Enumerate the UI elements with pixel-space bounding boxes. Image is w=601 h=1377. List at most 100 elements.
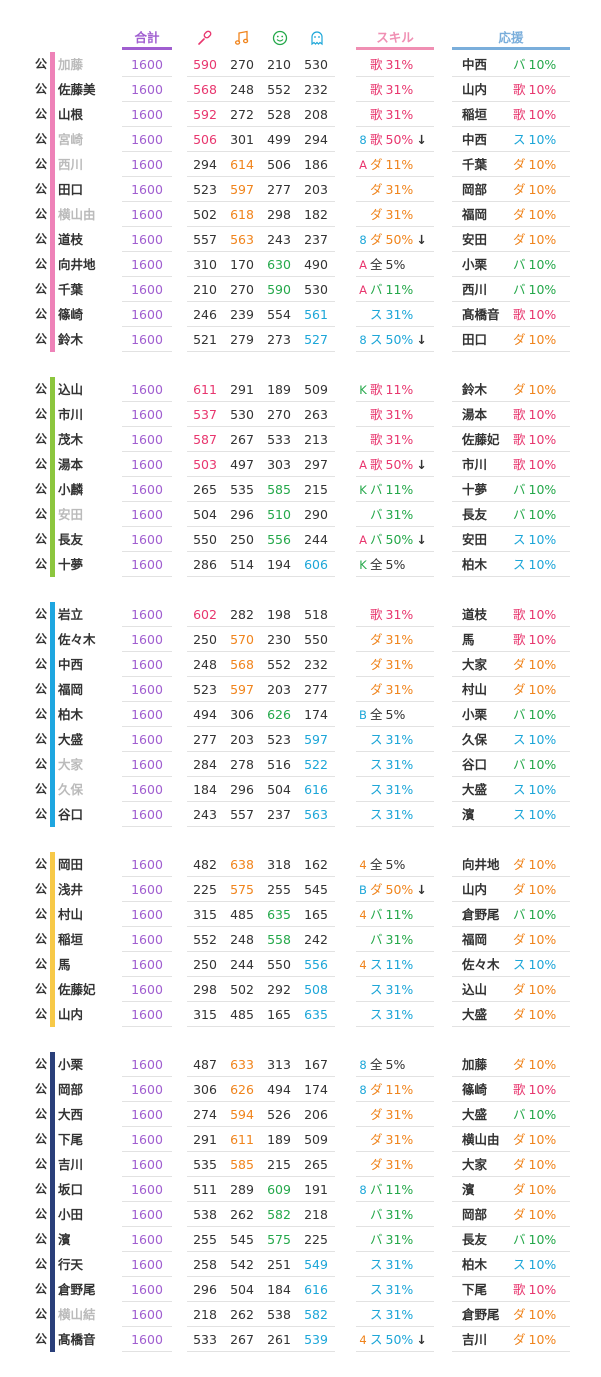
member-name[interactable]: 横山由 — [58, 207, 96, 222]
member-name[interactable]: 宮崎 — [58, 132, 84, 147]
table-row[interactable]: 公篠崎 1600 246 239 554 561 ス 31% 髙橋音歌 10% — [0, 302, 601, 327]
table-row[interactable]: 公宮崎 1600 506 301 499 294 8 歌 50% ↓ 中西 ス 10% — [0, 127, 601, 152]
member-name[interactable]: 市川 — [58, 407, 84, 422]
table-row[interactable]: 公大西 1600 274 594 526 206 ダ 31% 大盛 バ 10% — [0, 1102, 601, 1127]
support-member-name[interactable]: 長友 — [462, 1232, 488, 1247]
support-member-name[interactable]: 岡部 — [462, 182, 488, 197]
member-name[interactable]: 岡田 — [58, 857, 84, 872]
member-name[interactable]: 浅井 — [58, 882, 84, 897]
table-row[interactable]: 公加藤 1600 590 270 210 530 歌 31% 中西 バ 10% — [0, 52, 601, 77]
table-row[interactable]: 公小田 1600 538 262 582 218 バ 31% 岡部 ダ 10% — [0, 1202, 601, 1227]
table-row[interactable]: 公佐藤美 1600 568 248 552 232 歌 31% 山内歌 10% — [0, 77, 601, 102]
support-member-name[interactable]: 山内 — [462, 882, 488, 897]
member-name[interactable]: 大盛 — [58, 732, 84, 747]
support-member-name[interactable]: 馬 — [462, 632, 475, 647]
table-row[interactable]: 公倉野尾 1600 296 504 184 616 ス 31% 下尾 歌 10% — [0, 1277, 601, 1302]
member-name[interactable]: 篠崎 — [58, 307, 84, 322]
support-member-name[interactable]: 安田 — [462, 232, 488, 247]
member-name[interactable]: 佐藤美 — [58, 82, 96, 97]
support-member-name[interactable]: 市川 — [462, 457, 488, 472]
support-member-name[interactable]: 田口 — [462, 332, 488, 347]
member-name[interactable]: 大西 — [58, 1107, 84, 1122]
table-row[interactable]: 公市川 1600 537 530 270 263 歌 31% 湯本歌 10% — [0, 402, 601, 427]
support-member-name[interactable]: 向井地 — [462, 857, 500, 872]
support-member-name[interactable]: 中西 — [462, 132, 488, 147]
member-name[interactable]: 髙橋音 — [58, 1332, 96, 1347]
table-row[interactable]: 公稲垣 1600 552 248 558 242 バ 31% 福岡 ダ 10% — [0, 927, 601, 952]
table-row[interactable]: 公道枝 1600 557 563 243 237 8 ダ 50% ↓ 安田ダ 10% — [0, 227, 601, 252]
support-member-name[interactable]: 大家 — [462, 657, 488, 672]
member-name[interactable]: 大家 — [58, 757, 84, 772]
table-row[interactable]: 公浅井 1600 225 575 255 545 B ダ 50% ↓ 山内ダ 10% — [0, 877, 601, 902]
table-row[interactable]: 公鈴木 1600 521 279 273 527 8 ス 50% ↓ 田口 ダ 10% — [0, 327, 601, 352]
member-name[interactable]: 岡部 — [58, 1082, 84, 1097]
table-row[interactable]: 公岡田 1600 482 638 318 162 4 全 5% 向井地ダ 10% — [0, 852, 601, 877]
member-name[interactable]: 込山 — [58, 382, 84, 397]
table-row[interactable]: 公福岡 1600 523 597 203 277 ダ 31% 村山ダ 10% — [0, 677, 601, 702]
member-name[interactable]: 山内 — [58, 1007, 84, 1022]
table-row[interactable]: 公馬 1600 250 244 550 556 4 ス 11% 佐々木ス 10% — [0, 952, 601, 977]
member-name[interactable]: 小麟 — [58, 482, 84, 497]
table-row[interactable]: 公湯本 1600 503 497 303 297 A 歌 50% ↓ 市川歌 10% — [0, 452, 601, 477]
support-member-name[interactable]: 篠崎 — [462, 1082, 488, 1097]
table-row[interactable]: 公髙橋音 1600 533 267 261 539 4 ス 50% ↓ 吉川 ダ 10% — [0, 1327, 601, 1352]
support-member-name[interactable]: 濱 — [462, 807, 475, 822]
support-member-name[interactable]: 安田 — [462, 532, 488, 547]
table-row[interactable]: 公村山 1600 315 485 635 165 4 バ 11% 倉野尾バ 10% — [0, 902, 601, 927]
support-member-name[interactable]: 小栗 — [462, 707, 488, 722]
member-name[interactable]: 谷口 — [58, 807, 84, 822]
table-row[interactable]: 公柏木 1600 494 306 626 174 B 全 5% 小栗 バ 10% — [0, 702, 601, 727]
table-row[interactable]: 公坂口 1600 511 289 609 191 8 バ 11% 濱 ダ 10% — [0, 1177, 601, 1202]
member-name[interactable]: 向井地 — [58, 257, 96, 272]
member-name[interactable]: 小栗 — [58, 1057, 84, 1072]
table-row[interactable]: 公横山由 1600 502 618 298 182 ダ 31% 福岡ダ 10% — [0, 202, 601, 227]
member-name[interactable]: 中西 — [58, 657, 84, 672]
member-name[interactable]: 村山 — [58, 907, 84, 922]
support-member-name[interactable]: 長友 — [462, 507, 488, 522]
member-name[interactable]: 柏木 — [58, 707, 84, 722]
table-row[interactable]: 公込山 1600 611 291 189 509 K 歌 11% 鈴木 ダ 10% — [0, 377, 601, 402]
member-name[interactable]: 千葉 — [58, 282, 84, 297]
table-row[interactable]: 公長友 1600 550 250 556 244 A バ 50% ↓ 安田 ス 10% — [0, 527, 601, 552]
member-name[interactable]: 十夢 — [58, 557, 84, 572]
member-name[interactable]: 田口 — [58, 182, 84, 197]
table-row[interactable]: 公千葉 1600 210 270 590 530 A バ 11% 西川バ 10% — [0, 277, 601, 302]
member-name[interactable]: 安田 — [58, 507, 84, 522]
support-member-name[interactable]: 山内 — [462, 82, 488, 97]
support-member-name[interactable]: 福岡 — [462, 207, 488, 222]
support-member-name[interactable]: 十夢 — [462, 482, 488, 497]
member-name[interactable]: 久保 — [58, 782, 84, 797]
table-row[interactable]: 公安田 1600 504 296 510 290 バ 31% 長友バ 10% — [0, 502, 601, 527]
table-row[interactable]: 公濱 1600 255 545 575 225 バ 31% 長友バ 10% — [0, 1227, 601, 1252]
support-member-name[interactable]: 柏木 — [462, 557, 488, 572]
support-member-name[interactable]: 倉野尾 — [462, 907, 500, 922]
support-member-name[interactable]: 佐々木 — [462, 957, 500, 972]
support-member-name[interactable]: 大盛 — [462, 782, 488, 797]
support-member-name[interactable]: 吉川 — [462, 1332, 488, 1347]
member-name[interactable]: 小田 — [58, 1207, 84, 1222]
support-member-name[interactable]: 岡部 — [462, 1207, 488, 1222]
member-name[interactable]: 佐藤妃 — [58, 982, 96, 997]
member-name[interactable]: 福岡 — [58, 682, 84, 697]
support-member-name[interactable]: 加藤 — [462, 1057, 488, 1072]
table-row[interactable]: 公佐藤妃 1600 298 502 292 508 ス 31% 込山 ダ 10% — [0, 977, 601, 1002]
table-row[interactable]: 公西川 1600 294 614 506 186 A ダ 11% 千葉ダ 10% — [0, 152, 601, 177]
table-row[interactable]: 公大盛 1600 277 203 523 597 ス 31% 久保ス 10% — [0, 727, 601, 752]
table-row[interactable]: 公茂木 1600 587 267 533 213 歌 31% 佐藤妃歌 10% — [0, 427, 601, 452]
member-name[interactable]: 山根 — [58, 107, 84, 122]
support-member-name[interactable]: 稲垣 — [462, 107, 488, 122]
table-row[interactable]: 公下尾 1600 291 611 189 509 ダ 31% 横山由ダ 10% — [0, 1127, 601, 1152]
support-member-name[interactable]: 小栗 — [462, 257, 488, 272]
support-member-name[interactable]: 久保 — [462, 732, 488, 747]
member-name[interactable]: 鈴木 — [58, 332, 84, 347]
table-row[interactable]: 公岩立 1600 602 282 198 518 歌 31% 道枝歌 10% — [0, 602, 601, 627]
support-member-name[interactable]: 鈴木 — [462, 382, 488, 397]
support-member-name[interactable]: 谷口 — [462, 757, 488, 772]
table-row[interactable]: 公横山結 1600 218 262 538 582 ス 31% 倉野尾ダ 10% — [0, 1302, 601, 1327]
table-row[interactable]: 公小麟 1600 265 535 585 215 K バ 11% 十夢バ 10% — [0, 477, 601, 502]
support-member-name[interactable]: 中西 — [462, 57, 488, 72]
member-name[interactable]: 吉川 — [58, 1157, 84, 1172]
member-name[interactable]: 馬 — [58, 957, 71, 972]
member-name[interactable]: 稲垣 — [58, 932, 84, 947]
support-member-name[interactable]: 西川 — [462, 282, 488, 297]
